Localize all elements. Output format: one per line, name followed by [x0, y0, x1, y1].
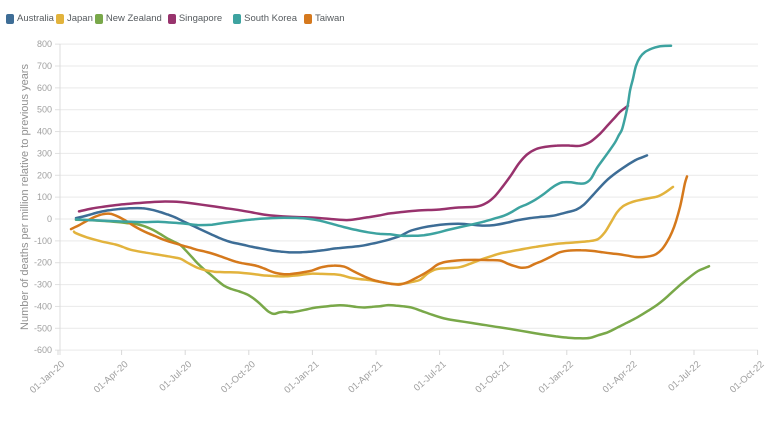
svg-text:400: 400 [37, 127, 52, 137]
svg-text:01-Oct-21: 01-Oct-21 [473, 359, 512, 395]
svg-text:01-Oct-20: 01-Oct-20 [219, 359, 258, 395]
svg-text:-400: -400 [34, 301, 52, 311]
svg-text:01-Jan-20: 01-Jan-20 [28, 359, 67, 396]
svg-text:01-Apr-20: 01-Apr-20 [92, 359, 131, 395]
svg-text:700: 700 [37, 61, 52, 71]
svg-text:01-Jan-21: 01-Jan-21 [282, 359, 321, 396]
svg-text:-500: -500 [34, 323, 52, 333]
svg-text:01-Jan-22: 01-Jan-22 [537, 359, 576, 396]
svg-text:01-Oct-22: 01-Oct-22 [728, 359, 767, 395]
svg-text:0: 0 [47, 214, 52, 224]
svg-text:500: 500 [37, 105, 52, 115]
svg-text:-100: -100 [34, 236, 52, 246]
svg-text:200: 200 [37, 170, 52, 180]
svg-text:800: 800 [37, 39, 52, 49]
svg-text:Number of deaths per million r: Number of deaths per million relative to… [19, 64, 31, 330]
svg-text:01-Jul-22: 01-Jul-22 [666, 359, 703, 394]
svg-text:-300: -300 [34, 280, 52, 290]
svg-text:100: 100 [37, 192, 52, 202]
svg-text:300: 300 [37, 148, 52, 158]
svg-text:-600: -600 [34, 345, 52, 355]
svg-text:01-Apr-22: 01-Apr-22 [601, 359, 640, 395]
svg-text:01-Apr-21: 01-Apr-21 [346, 359, 385, 395]
svg-text:-200: -200 [34, 258, 52, 268]
svg-text:600: 600 [37, 83, 52, 93]
svg-text:01-Jul-20: 01-Jul-20 [157, 359, 194, 394]
svg-text:01-Jul-21: 01-Jul-21 [412, 359, 449, 394]
